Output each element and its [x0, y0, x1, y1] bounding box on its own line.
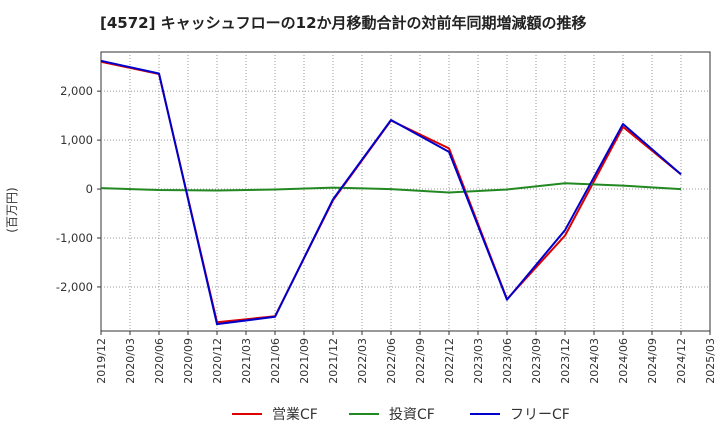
- x-tick-label: 2024/12: [675, 338, 688, 384]
- legend-label: 営業CF: [272, 407, 318, 423]
- x-tick-label: 2023/03: [472, 338, 485, 384]
- legend-label: フリーCF: [510, 407, 570, 423]
- x-tick-label: 2025/03: [704, 338, 717, 384]
- x-tick-label: 2020/09: [182, 338, 195, 384]
- x-tick-label: 2019/12: [95, 338, 108, 384]
- x-tick-label: 2021/03: [240, 338, 253, 384]
- x-tick-label: 2024/06: [617, 338, 630, 384]
- x-tick-label: 2022/03: [356, 338, 369, 384]
- x-tick-label: 2024/03: [588, 338, 601, 384]
- x-tick-label: 2024/09: [646, 338, 659, 384]
- y-tick-label: -2,000: [56, 280, 93, 294]
- x-tick-label: 2020/12: [211, 338, 224, 384]
- plot-frame: [100, 51, 711, 332]
- x-tick-label: 2020/03: [124, 338, 137, 384]
- x-tick-label: 2022/12: [443, 338, 456, 384]
- x-tick-label: 2023/06: [501, 338, 514, 384]
- x-tick-label: 2023/12: [559, 338, 572, 384]
- y-axis-label: (百万円): [5, 187, 19, 232]
- y-tick-label: 0: [86, 182, 93, 196]
- x-tick-label: 2021/06: [269, 338, 282, 384]
- y-axis-label-text: (百万円): [5, 187, 19, 232]
- x-tick-label: 2022/09: [414, 338, 427, 384]
- y-tick-label: -1,000: [56, 231, 93, 245]
- chart-title: [4572] キャッシュフローの12か月移動合計の対前年同期増減額の推移: [100, 14, 587, 32]
- y-tick-label: 2,000: [60, 84, 93, 98]
- legend-label: 投資CF: [389, 407, 435, 423]
- legend: 営業CF 投資CF フリーCF: [232, 407, 570, 423]
- x-tick-label: 2022/06: [385, 338, 398, 384]
- series-line: [100, 182, 682, 194]
- x-tick-label: 2021/12: [327, 338, 340, 384]
- series-layer: [100, 59, 682, 326]
- axis-layer: 2019/12 2020/03 2020/06 2020/09 2020/12 2021/…: [56, 84, 717, 384]
- series-line: [100, 59, 682, 326]
- grid-layer: [100, 51, 711, 332]
- x-tick-label: 2023/09: [530, 338, 543, 384]
- y-tick-label: 1,000: [60, 133, 93, 147]
- x-tick-label: 2020/06: [153, 338, 166, 384]
- x-tick-label: 2021/09: [298, 338, 311, 384]
